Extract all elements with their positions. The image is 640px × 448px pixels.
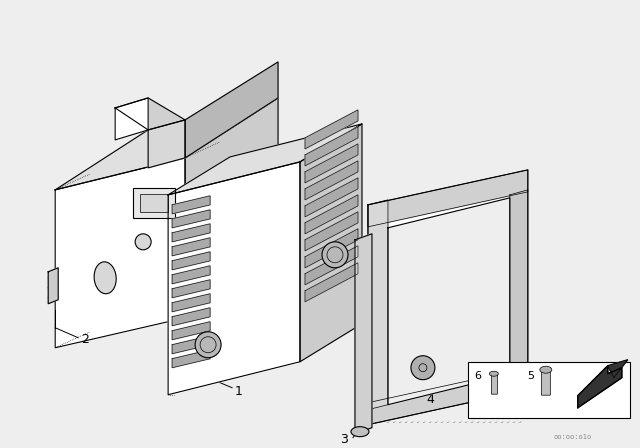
Polygon shape [368,170,528,425]
Polygon shape [55,98,278,190]
Text: 3: 3 [340,433,348,446]
Polygon shape [305,144,358,183]
Ellipse shape [94,262,116,294]
Polygon shape [115,98,148,140]
Text: oo:oo:o1o: oo:oo:o1o [554,434,592,439]
Polygon shape [168,124,362,195]
Text: 6: 6 [474,370,481,381]
Polygon shape [185,62,278,158]
Polygon shape [510,190,528,380]
Polygon shape [305,229,358,268]
Polygon shape [172,336,210,354]
Polygon shape [368,200,388,409]
Polygon shape [172,238,210,256]
Polygon shape [305,110,358,149]
Circle shape [135,234,151,250]
Polygon shape [55,158,185,348]
Polygon shape [300,124,362,362]
Polygon shape [305,246,358,285]
Circle shape [322,242,348,268]
Bar [133,188,175,218]
Polygon shape [305,178,358,217]
Polygon shape [388,198,510,405]
Polygon shape [305,195,358,234]
Ellipse shape [351,426,369,437]
Polygon shape [172,210,210,228]
Text: 5: 5 [527,370,534,381]
Polygon shape [115,98,185,130]
Text: 2: 2 [81,333,89,346]
Bar [140,194,168,212]
Polygon shape [148,120,185,168]
Polygon shape [368,368,528,425]
Polygon shape [305,263,358,302]
Polygon shape [305,127,358,166]
Polygon shape [172,294,210,312]
Polygon shape [172,252,210,270]
Bar [468,362,630,418]
Polygon shape [608,360,628,378]
Polygon shape [305,212,358,251]
Polygon shape [172,196,210,214]
Polygon shape [48,268,58,304]
Polygon shape [368,170,528,227]
Text: 4: 4 [426,393,434,406]
Polygon shape [172,350,210,368]
Circle shape [411,356,435,380]
Polygon shape [185,98,278,318]
Polygon shape [172,280,210,298]
Polygon shape [172,224,210,242]
Text: 1: 1 [235,385,243,398]
FancyBboxPatch shape [492,373,497,394]
Polygon shape [172,266,210,284]
Circle shape [195,332,221,358]
Polygon shape [578,366,622,408]
Polygon shape [305,161,358,200]
Polygon shape [172,308,210,326]
Ellipse shape [490,371,499,376]
FancyBboxPatch shape [541,369,550,395]
Polygon shape [168,162,300,395]
Polygon shape [355,234,372,434]
Ellipse shape [540,366,552,373]
Polygon shape [172,322,210,340]
